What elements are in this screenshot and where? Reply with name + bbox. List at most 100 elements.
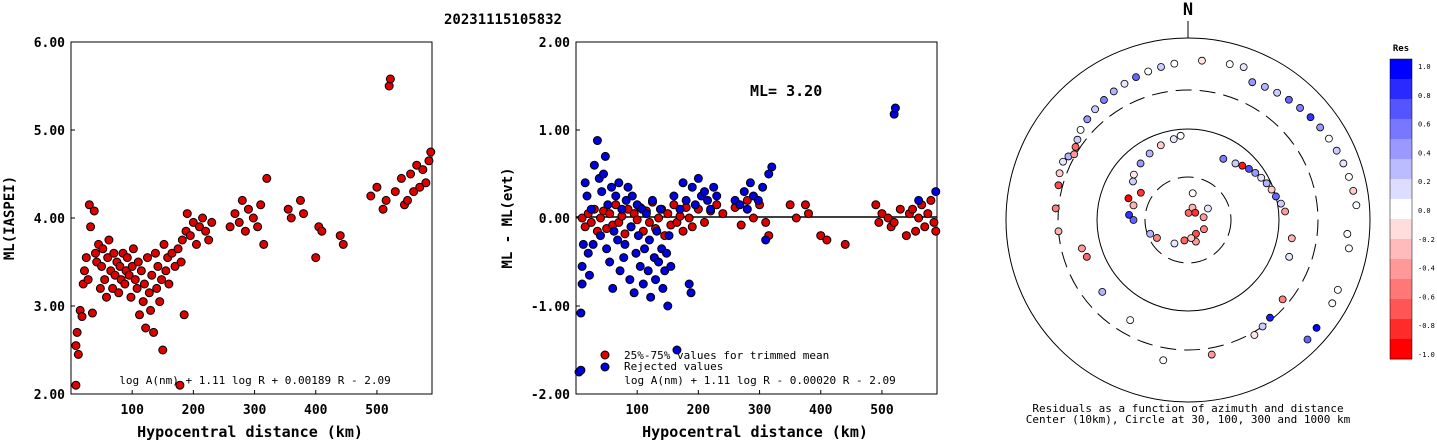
data-point [150, 248, 160, 258]
station-point [1109, 87, 1118, 96]
colorbar-tick-label: 0.2 [1418, 178, 1431, 186]
data-point [620, 229, 630, 239]
data-point [646, 292, 656, 302]
station-point [1239, 63, 1248, 71]
data-point [153, 261, 163, 271]
station-point [1273, 88, 1282, 97]
data-point [595, 231, 605, 241]
colorbar-band [1390, 219, 1412, 240]
data-point [923, 209, 933, 219]
data-point [654, 257, 664, 267]
data-point [644, 235, 654, 245]
station-point [1187, 234, 1196, 243]
data-point [890, 103, 900, 113]
data-point [605, 209, 615, 219]
data-point [577, 261, 587, 271]
data-point [586, 217, 596, 227]
station-point [1199, 213, 1208, 222]
data-point [761, 217, 771, 227]
y-tick-label: -2.00 [531, 388, 570, 403]
colorbar-band [1390, 159, 1412, 180]
data-point [132, 283, 142, 293]
data-point [577, 213, 587, 223]
y-tick-label: 0.00 [539, 212, 570, 227]
data-point [926, 195, 936, 205]
data-point [606, 182, 616, 192]
data-point [742, 204, 752, 214]
station-point [1191, 208, 1200, 217]
data-point [72, 327, 82, 337]
data-point [664, 231, 674, 241]
data-point [652, 226, 662, 236]
station-point [1126, 316, 1135, 325]
colorbar-tick-label: -0.4 [1418, 265, 1435, 273]
colorbar-band [1390, 199, 1412, 220]
data-point [627, 191, 637, 201]
station-point [1231, 159, 1240, 168]
data-point [791, 213, 801, 223]
data-point [176, 257, 186, 267]
data-point [626, 222, 636, 232]
data-point [142, 253, 152, 263]
colorbar-frame [1389, 58, 1413, 360]
data-point [295, 195, 305, 205]
data-point [104, 235, 114, 245]
station-point [1251, 169, 1260, 177]
data-point [372, 182, 382, 192]
station-point [1145, 149, 1154, 158]
data-point [120, 279, 130, 289]
station-point [1125, 210, 1133, 219]
station-point [1260, 82, 1269, 91]
station-point [1267, 185, 1276, 194]
formula-label: log A(nm) + 1.11 log R - 0.00020 R - 2.0… [624, 374, 896, 387]
data-point [234, 217, 244, 227]
data-point [883, 213, 893, 223]
data-point [588, 239, 598, 249]
station-point [1245, 164, 1253, 173]
chart-ml-distance: 2.00 3.00 4.00 5.00 6.00 100 200 300 400 500 log… [2, 36, 436, 441]
data-point [124, 270, 134, 280]
station-point [1352, 201, 1361, 210]
station-point [1296, 104, 1304, 112]
station-point [1059, 157, 1067, 166]
station-point [1132, 73, 1140, 82]
data-point [901, 231, 911, 241]
data-point [103, 253, 113, 263]
data-point [138, 297, 148, 307]
data-point [378, 204, 388, 214]
station-point [1055, 169, 1064, 178]
data-point [654, 213, 664, 223]
station-point [1159, 356, 1168, 365]
data-point [409, 187, 419, 197]
data-point [690, 200, 700, 210]
data-point [204, 235, 214, 245]
data-point [185, 231, 195, 241]
data-point [86, 222, 96, 232]
data-point [418, 165, 428, 175]
colorbar-tick-label: -1.0 [1418, 351, 1435, 359]
legend-label-trimmed: 25%-75% values for trimmed mean [624, 349, 829, 362]
data-point [115, 261, 125, 271]
data-point [758, 182, 768, 192]
station-point [1258, 322, 1267, 331]
station-point [1070, 150, 1079, 159]
station-point [1054, 227, 1063, 236]
data-point [753, 195, 763, 205]
data-point [632, 215, 642, 225]
data-point [706, 204, 716, 214]
data-point [635, 261, 645, 271]
data-point [71, 341, 81, 351]
data-point [638, 279, 648, 289]
x-tick-label: 300 [243, 403, 267, 418]
station-point [1144, 67, 1153, 76]
data-point [243, 204, 253, 214]
data-point [335, 231, 345, 241]
data-point [170, 261, 180, 271]
data-point [139, 279, 149, 289]
data-point [225, 222, 235, 232]
data-point [669, 200, 679, 210]
station-point [1076, 125, 1085, 134]
data-point [135, 310, 145, 320]
legend-marker-trimmed [600, 350, 610, 360]
station-point [1129, 216, 1138, 224]
